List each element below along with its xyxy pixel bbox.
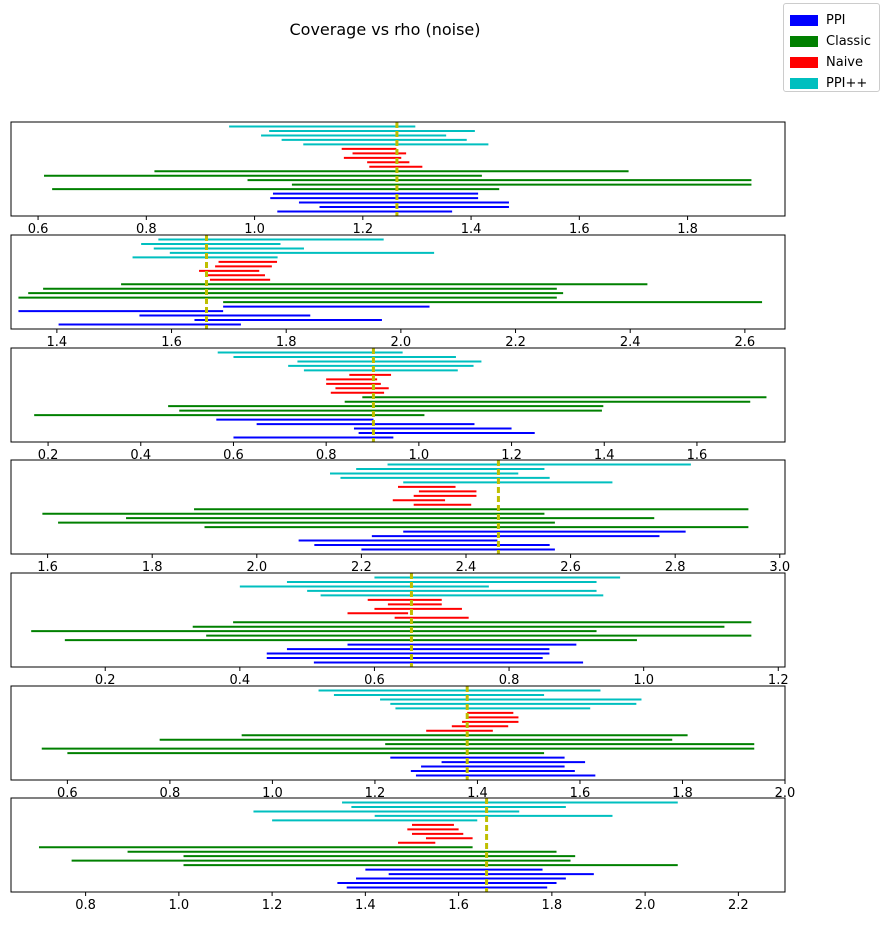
- x-tick-label: 0.6: [223, 448, 244, 463]
- x-tick-label: 1.6: [37, 560, 58, 575]
- x-tick-label: 2.2: [728, 898, 749, 913]
- x-tick-label: 1.2: [352, 222, 373, 237]
- x-tick-label: 1.6: [687, 448, 708, 463]
- axes-frame: [10, 797, 786, 893]
- x-tick-label: 1.6: [161, 335, 182, 350]
- chart-title: Coverage vs rho (noise): [289, 20, 481, 39]
- x-tick-label: 1.4: [355, 898, 376, 913]
- x-tick-label: 0.2: [95, 673, 116, 688]
- axes-frame: [10, 459, 786, 555]
- x-tick-label: 1.6: [448, 898, 469, 913]
- legend: PPI Classic Naive PPI++: [783, 3, 880, 92]
- x-tick-label: 1.0: [633, 673, 654, 688]
- axes-frame: [10, 685, 786, 781]
- x-tick-label: 0.4: [229, 673, 250, 688]
- x-tick-label: 0.4: [130, 448, 151, 463]
- x-tick-label: 2.4: [620, 335, 641, 350]
- legend-label: PPI++: [826, 75, 868, 91]
- x-tick-label: 1.8: [677, 222, 698, 237]
- x-tick-label: 1.2: [365, 786, 386, 801]
- x-tick-label: 1.4: [47, 335, 68, 350]
- x-tick-label: 1.4: [594, 448, 615, 463]
- legend-item: PPI: [790, 11, 846, 29]
- legend-swatch: [790, 14, 818, 26]
- x-tick-label: 2.2: [505, 335, 526, 350]
- x-tick-label: 0.8: [160, 786, 181, 801]
- x-tick-label: 2.0: [635, 898, 656, 913]
- x-tick-label: 2.6: [560, 560, 581, 575]
- x-tick-label: 1.8: [142, 560, 163, 575]
- x-tick-label: 1.2: [768, 673, 789, 688]
- x-tick-label: 1.8: [672, 786, 693, 801]
- x-tick-label: 1.8: [542, 898, 563, 913]
- panel-6: 0.6 0.8 1.0 1.2 1.4 1.6 1.8 2.0: [10, 685, 796, 801]
- panel-3: 0.2 0.4 0.6 0.8 1.0 1.2 1.4 1.6: [10, 347, 786, 463]
- x-tick-label: 2.4: [456, 560, 477, 575]
- x-tick-label: 1.6: [569, 222, 590, 237]
- x-tick-label: 1.2: [262, 898, 283, 913]
- legend-item: Naive: [790, 53, 863, 71]
- x-tick-label: 1.4: [467, 786, 488, 801]
- x-tick-label: 0.8: [316, 448, 337, 463]
- legend-swatch: [790, 35, 818, 47]
- x-tick-label: 0.6: [28, 222, 49, 237]
- legend-swatch: [790, 56, 818, 68]
- legend-label: Naive: [826, 54, 863, 70]
- legend-swatch: [790, 77, 818, 89]
- axes-frame: [10, 234, 786, 330]
- x-tick-label: 1.0: [169, 898, 190, 913]
- panel-4: 1.6 1.8 2.0 2.2 2.4 2.6 2.8 3.0: [10, 459, 790, 575]
- legend-item: PPI++: [790, 74, 867, 92]
- axes-frame: [10, 572, 786, 668]
- x-tick-label: 1.0: [244, 222, 265, 237]
- panel-7: 0.8 1.0 1.2 1.4 1.6 1.8 2.0 2.2: [10, 797, 786, 913]
- x-tick-label: 0.8: [499, 673, 520, 688]
- x-tick-label: 1.0: [262, 786, 283, 801]
- legend-label: Classic: [826, 33, 871, 49]
- panel-2: 1.4 1.6 1.8 2.0 2.2 2.4 2.6: [10, 234, 786, 350]
- x-tick-label: 0.2: [38, 448, 59, 463]
- x-tick-label: 3.0: [769, 560, 790, 575]
- x-tick-label: 1.6: [570, 786, 591, 801]
- legend-label: PPI: [826, 12, 846, 28]
- x-tick-label: 1.4: [461, 222, 482, 237]
- x-tick-label: 0.6: [364, 673, 385, 688]
- axes-frame: [10, 121, 786, 217]
- x-tick-label: 0.8: [136, 222, 157, 237]
- panel-1: 0.6 0.8 1.0 1.2 1.4 1.6 1.8: [10, 121, 786, 237]
- x-tick-label: 1.0: [409, 448, 430, 463]
- x-tick-label: 2.0: [775, 786, 796, 801]
- x-tick-label: 1.2: [501, 448, 522, 463]
- x-tick-label: 2.8: [665, 560, 686, 575]
- x-tick-label: 2.0: [391, 335, 412, 350]
- x-tick-label: 0.6: [57, 786, 78, 801]
- x-tick-label: 2.2: [351, 560, 372, 575]
- x-tick-label: 0.8: [75, 898, 96, 913]
- x-tick-label: 1.8: [276, 335, 297, 350]
- legend-item: Classic: [790, 32, 871, 50]
- axes-frame: [10, 347, 786, 443]
- x-tick-label: 2.0: [246, 560, 267, 575]
- x-tick-label: 2.6: [735, 335, 756, 350]
- panel-5: 0.2 0.4 0.6 0.8 1.0 1.2: [10, 572, 789, 688]
